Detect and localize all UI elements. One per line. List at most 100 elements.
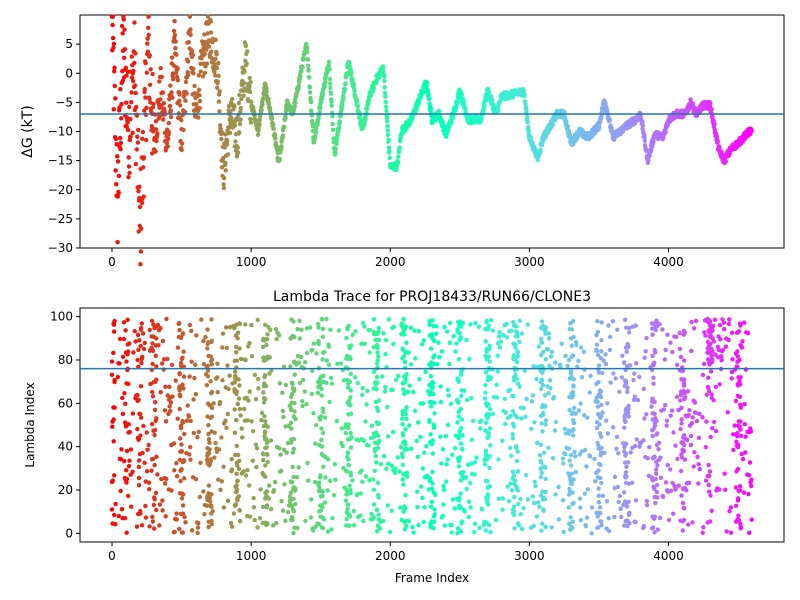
lambda-point [447,320,453,326]
lambda-point [462,388,467,393]
lambda-point [597,388,603,393]
lambda-point [490,411,495,417]
lambda-point [632,371,637,376]
lambda-point [467,480,473,486]
lambda-point [163,419,169,424]
lambda-point [514,324,519,329]
delta-g-point [150,105,156,110]
lambda-point [511,320,516,325]
lambda-point [678,468,684,474]
lambda-point [625,518,630,523]
delta-g-point [155,131,160,136]
lambda-point [420,466,425,471]
lambda-point [626,330,632,335]
lambda-point [548,354,554,359]
lambda-point [316,325,321,330]
delta-g-point [112,83,118,89]
lambda-point [543,357,549,362]
lambda-point [385,404,390,410]
delta-g-point [283,115,288,120]
lambda-point [400,409,405,414]
delta-g-x-ticks: 0 1000 2000 3000 4000 [108,248,684,269]
delta-g-point [128,116,133,122]
delta-g-point [125,127,131,133]
lambda-point [396,373,401,379]
delta-g-point [136,189,141,194]
lambda-point [507,387,513,392]
lambda-point [567,407,572,413]
delta-g-point [114,182,119,187]
delta-g-point [192,83,197,89]
lambda-point [320,357,325,362]
lambda-point [405,447,410,452]
lambda-point [456,409,461,414]
lambda-point [706,489,712,494]
lambda-point [654,432,659,437]
lambda-point [556,517,562,522]
lambda-point [411,530,416,535]
lambda-point [296,465,301,470]
lambda-point [125,493,131,499]
lambda-point [234,471,239,476]
lambda-point [479,418,484,423]
lambda-point [596,486,601,491]
lambda-point [568,452,574,458]
lambda-point [702,330,707,335]
lambda-point [511,356,516,361]
lambda-point [206,524,211,530]
lambda-point [485,457,490,462]
delta-g-point [385,124,390,129]
lambda-point [484,413,489,419]
lambda-point [713,352,718,357]
lambda-point [112,405,117,410]
lambda-point [181,511,186,517]
lambda-point [723,344,728,349]
delta-g-point [114,142,120,147]
lambda-point [682,330,687,335]
lambda-point [330,516,335,521]
lambda-point [450,452,455,457]
lambda-point [432,400,437,405]
lambda-point [502,396,508,401]
lambda-point [711,339,717,344]
lambda-point [515,449,520,454]
delta-g-point [141,165,146,170]
lambda-point [561,461,566,466]
lambda-point [626,512,632,517]
lambda-point [154,416,159,421]
lambda-point [152,325,157,331]
delta-g-point [134,147,139,152]
lambda-point [267,483,272,488]
lambda-point [488,406,493,412]
lambda-point [476,324,482,330]
lambda-point [115,374,121,380]
lambda-point [299,327,304,332]
lambda-point [430,438,435,443]
lambda-point [296,360,302,365]
lambda-point [335,361,340,366]
lambda-point [539,528,544,533]
lambda-point [547,363,552,368]
lambda-point [111,439,116,444]
delta-g-point [304,46,310,51]
delta-g-point [118,140,124,146]
lambda-point [607,347,612,353]
lambda-point [740,339,745,344]
lambda-point [181,420,186,425]
lambda-point [374,342,380,348]
lambda-point [361,438,367,443]
delta-g-point [376,75,382,80]
lambda-point [264,489,270,494]
lambda-point [138,508,143,514]
lambda-point [322,500,328,505]
lambda-point [624,441,629,446]
lambda-point [487,454,492,459]
lambda-point [484,326,489,331]
lambda-point [540,411,546,416]
lambda-point [449,530,454,535]
lambda-point [203,372,209,377]
lambda-point [696,481,701,486]
lambda-point [413,356,418,361]
lambda-point [208,499,213,504]
lambda-point [582,413,587,418]
